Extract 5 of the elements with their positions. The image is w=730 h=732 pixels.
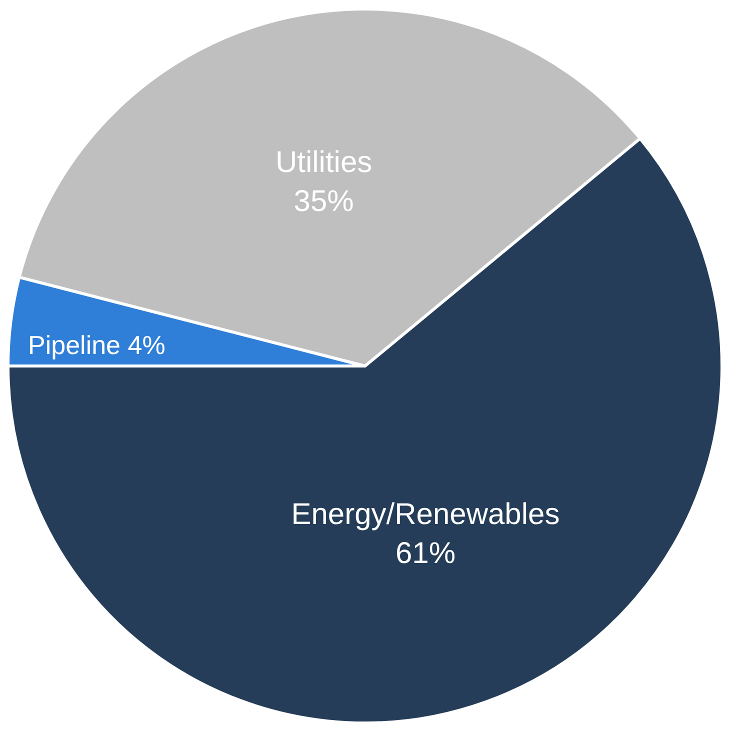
- data-label: 61%: [395, 536, 456, 570]
- slice-label: Pipeline 4%: [28, 330, 166, 360]
- data-label: 35%: [294, 184, 354, 218]
- slice-label: Utilities: [275, 146, 372, 179]
- slice-label: Energy/Renewables: [291, 498, 560, 531]
